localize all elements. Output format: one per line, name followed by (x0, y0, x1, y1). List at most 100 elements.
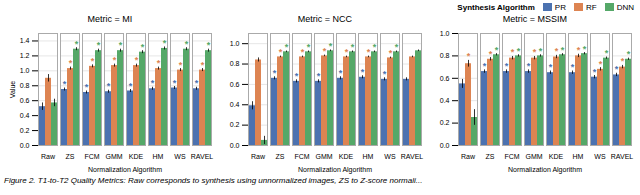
svg-text:*: * (75, 39, 79, 49)
svg-text:0.8: 0.8 (440, 52, 450, 59)
svg-text:RAVEL: RAVEL (191, 153, 214, 160)
svg-text:*: * (285, 42, 289, 52)
svg-text:1.4: 1.4 (20, 37, 30, 44)
svg-text:0.0: 0.0 (20, 142, 30, 149)
svg-text:*: * (483, 61, 487, 71)
svg-text:KDE: KDE (129, 153, 144, 160)
svg-text:*: * (273, 68, 277, 78)
svg-text:*: * (517, 46, 521, 56)
svg-text:*: * (555, 46, 559, 56)
svg-text:0.4: 0.4 (440, 97, 450, 104)
svg-text:*: * (389, 48, 393, 58)
svg-text:*: * (583, 44, 587, 54)
svg-text:KDE: KDE (339, 153, 354, 160)
svg-text:HM: HM (573, 153, 584, 160)
svg-text:*: * (571, 62, 575, 72)
svg-text:*: * (163, 38, 167, 48)
svg-text:*: * (599, 59, 603, 69)
svg-text:*: * (301, 47, 305, 57)
svg-text:*: * (505, 61, 509, 71)
svg-text:0.2: 0.2 (440, 119, 450, 126)
svg-text:*: * (361, 67, 365, 77)
svg-text:*: * (185, 39, 189, 49)
svg-text:*: * (561, 45, 565, 55)
svg-text:*: * (157, 58, 161, 68)
svg-text:WS: WS (384, 153, 396, 160)
svg-text:*: * (367, 47, 371, 57)
svg-text:*: * (141, 42, 145, 52)
svg-text:KDE: KDE (549, 153, 564, 160)
svg-text:*: * (63, 79, 67, 89)
svg-text:ZS: ZS (486, 153, 495, 160)
svg-text:0.8: 0.8 (230, 60, 240, 67)
svg-text:*: * (195, 78, 199, 88)
svg-text:ZS: ZS (66, 153, 75, 160)
svg-text:*: * (129, 81, 133, 91)
svg-text:RAVEL: RAVEL (611, 153, 634, 160)
svg-text:*: * (91, 56, 95, 66)
svg-text:*: * (69, 58, 73, 68)
svg-text:GMM: GMM (105, 153, 122, 160)
svg-text:*: * (307, 42, 311, 52)
svg-text:*: * (317, 71, 321, 81)
svg-text:*: * (279, 47, 283, 57)
svg-text:*: * (533, 47, 537, 57)
svg-text:0.2: 0.2 (20, 127, 30, 134)
svg-text:Raw: Raw (41, 153, 56, 160)
svg-text:1.0: 1.0 (440, 30, 450, 37)
svg-text:*: * (107, 81, 111, 91)
svg-text:*: * (135, 55, 139, 65)
svg-text:*: * (615, 64, 619, 74)
svg-text:*: * (577, 45, 581, 55)
svg-text:0.2: 0.2 (230, 121, 240, 128)
svg-text:*: * (85, 82, 89, 92)
svg-text:WS: WS (174, 153, 186, 160)
svg-text:*: * (383, 69, 387, 79)
svg-text:*: * (113, 55, 117, 65)
svg-text:*: * (549, 62, 553, 72)
svg-text:HM: HM (363, 153, 374, 160)
svg-text:*: * (489, 49, 493, 59)
svg-text:ZS: ZS (276, 153, 285, 160)
svg-text:1.0: 1.0 (230, 40, 240, 47)
svg-text:Raw: Raw (461, 153, 476, 160)
svg-text:Normalization Algorithm: Normalization Algorithm (88, 166, 162, 174)
svg-text:*: * (351, 42, 355, 52)
svg-text:*: * (207, 40, 211, 50)
svg-text:*: * (295, 71, 299, 81)
svg-text:*: * (339, 68, 343, 78)
svg-text:*: * (345, 47, 349, 57)
svg-text:*: * (539, 46, 543, 56)
svg-text:0.4: 0.4 (230, 101, 240, 108)
svg-text:*: * (173, 78, 177, 88)
svg-text:0.0: 0.0 (440, 142, 450, 149)
svg-text:*: * (511, 47, 515, 57)
svg-text:*: * (467, 51, 471, 61)
svg-text:0.4: 0.4 (20, 112, 30, 119)
svg-text:*: * (119, 40, 123, 50)
svg-text:GMM: GMM (525, 153, 542, 160)
svg-text:*: * (395, 42, 399, 52)
svg-text:*: * (527, 61, 531, 71)
svg-text:*: * (605, 48, 609, 58)
svg-text:*: * (323, 46, 327, 56)
svg-text:Value: Value (9, 81, 16, 98)
svg-text:Normalization Algorithm: Normalization Algorithm (508, 166, 582, 174)
svg-text:*: * (151, 78, 155, 88)
svg-text:*: * (593, 67, 597, 77)
svg-text:1.0: 1.0 (20, 67, 30, 74)
svg-text:FCM: FCM (294, 153, 309, 160)
svg-text:*: * (179, 60, 183, 70)
svg-text:RAVEL: RAVEL (401, 153, 424, 160)
svg-text:Raw: Raw (251, 153, 266, 160)
svg-text:Normalization Algorithm: Normalization Algorithm (298, 166, 372, 174)
svg-text:WS: WS (594, 153, 606, 160)
svg-text:*: * (621, 56, 625, 66)
svg-text:*: * (97, 40, 101, 50)
svg-text:*: * (373, 42, 377, 52)
svg-text:0.0: 0.0 (230, 142, 240, 149)
svg-text:*: * (627, 49, 631, 59)
svg-text:*: * (329, 41, 333, 51)
svg-text:0.6: 0.6 (440, 75, 450, 82)
svg-text:*: * (495, 45, 499, 55)
